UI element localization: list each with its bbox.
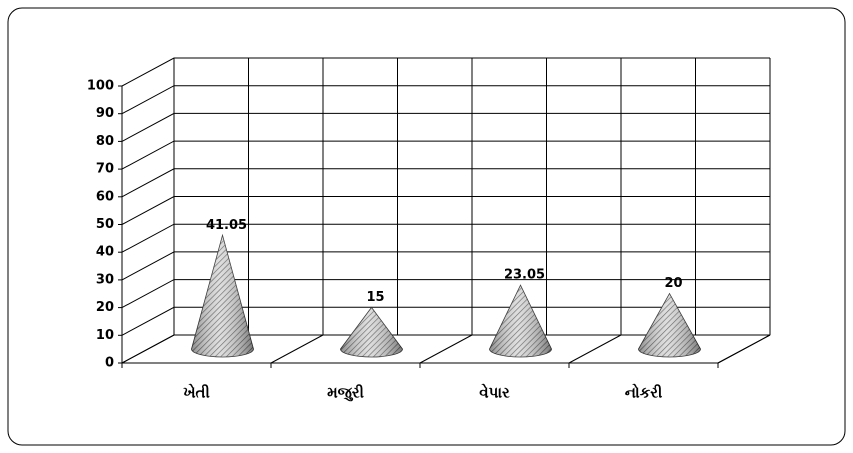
- y-tick-label: 60: [96, 189, 114, 204]
- y-tick-label: 90: [96, 106, 114, 121]
- grid-line: [121, 57, 770, 87]
- grid-line: [121, 112, 770, 142]
- floor-line: [270, 334, 324, 364]
- floor-line: [419, 334, 473, 364]
- y-tick-label: 0: [105, 356, 114, 371]
- x-tick-label: વેપાર: [479, 382, 510, 401]
- x-tick-label: ખેતી: [183, 382, 210, 401]
- floor-line: [717, 334, 771, 364]
- cone: [340, 306, 403, 358]
- cone-part: [340, 307, 403, 357]
- cone: [191, 233, 254, 358]
- cone-part: [489, 285, 552, 357]
- cone: [638, 292, 701, 358]
- value-label: 20: [664, 276, 682, 291]
- grid-line: [121, 306, 770, 336]
- x-tick-label: મજુરી: [327, 384, 364, 402]
- grid-line: [121, 279, 770, 309]
- value-label: 41.05: [206, 218, 247, 233]
- y-tick-label: 10: [96, 328, 114, 343]
- value-label: 23.05: [504, 268, 545, 283]
- chart-frame: [7, 7, 846, 446]
- cone: [489, 284, 552, 358]
- cone-part: [638, 293, 701, 357]
- y-tick-label: 40: [96, 245, 114, 260]
- y-tick-label: 30: [96, 272, 114, 287]
- x-tick-label: નોકરી: [625, 383, 663, 402]
- grid-line: [121, 85, 770, 115]
- grid-line: [121, 334, 770, 364]
- floor-line: [568, 334, 622, 364]
- grid-line: [121, 140, 770, 170]
- grid-line: [121, 196, 770, 225]
- grid-line: [121, 251, 770, 281]
- y-tick-label: 50: [96, 217, 114, 232]
- value-label: 15: [366, 290, 384, 305]
- y-tick-label: 20: [96, 300, 114, 315]
- grid-line: [121, 223, 770, 253]
- y-tick-label: 70: [96, 162, 114, 177]
- y-tick-label: 80: [96, 134, 114, 149]
- y-tick-label: 100: [87, 79, 114, 94]
- cone-part: [191, 235, 254, 357]
- grid-line: [121, 168, 770, 198]
